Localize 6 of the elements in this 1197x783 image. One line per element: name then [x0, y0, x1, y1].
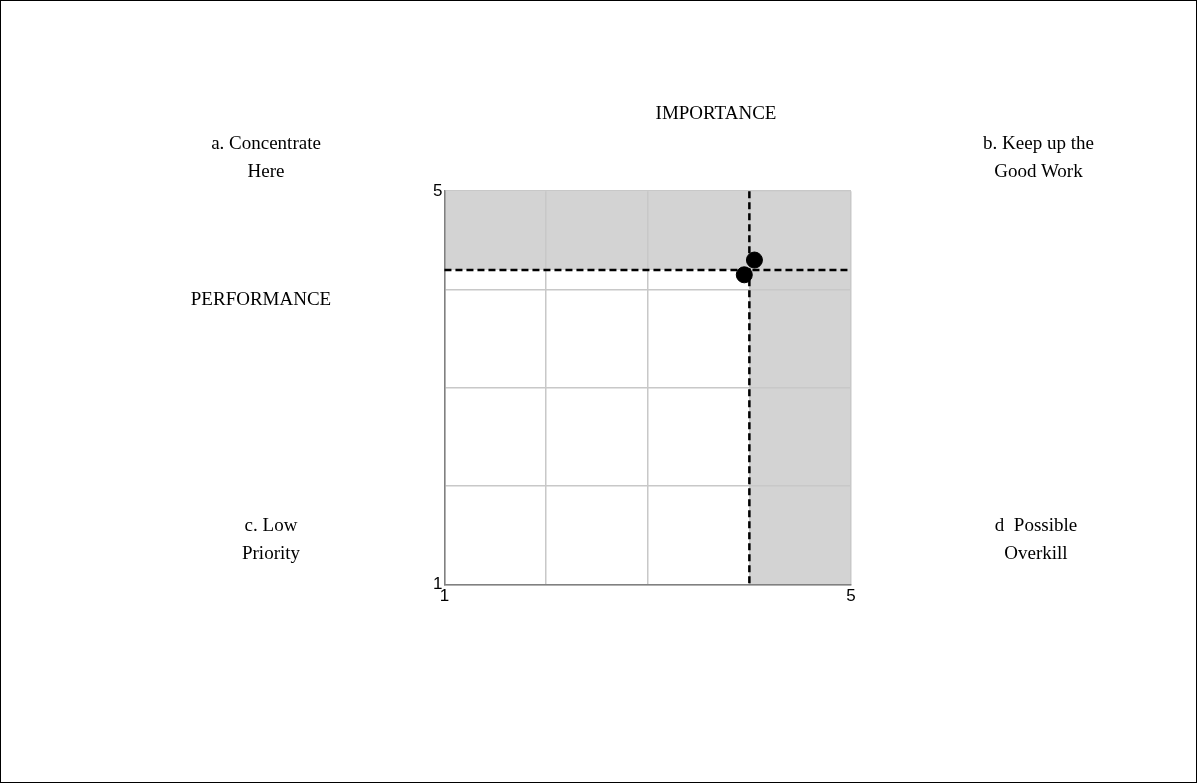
text: d Possible Overkill — [993, 513, 1079, 565]
text: c. Low Priority — [240, 513, 302, 565]
text: b. Keep up the Good Work — [982, 131, 1095, 183]
text: a. Concentrate Here — [210, 131, 322, 183]
text: IMPORTANCE — [654, 101, 778, 125]
text: PERFORMANCE — [189, 287, 333, 311]
